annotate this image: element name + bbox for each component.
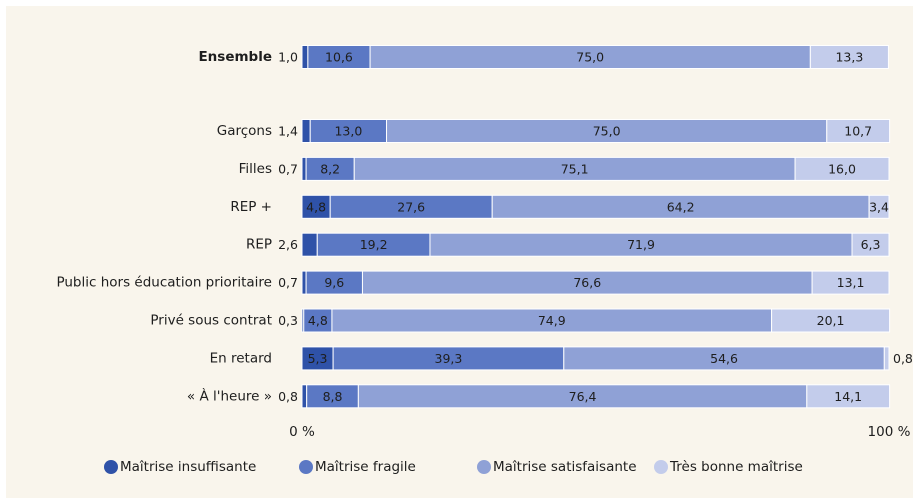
bar-segment [868,194,890,219]
value-label: 1,4 [278,124,298,139]
value-label: 39,3 [435,351,463,366]
category-label: Privé sous contrat [150,313,272,329]
value-label: 75,0 [576,50,604,65]
value-label: 54,6 [710,351,738,366]
bar-segment [301,384,308,409]
category-label: REP [246,237,272,253]
value-label: 14,1 [834,389,862,404]
bar-segment [826,119,891,143]
legend-label: Maîtrise satisfaisante [493,459,637,475]
value-label: 0,7 [278,161,298,176]
legend-marker [104,460,118,474]
bar-segment [301,232,318,257]
value-label: 6,3 [861,237,881,252]
x-tick-label: 0 % [289,424,315,440]
value-label: 8,8 [323,389,343,404]
category-label: REP + [230,199,272,215]
bar-segment [794,156,890,181]
value-label: 20,1 [817,313,845,328]
bar-segment [301,156,307,181]
legend-label: Très bonne maîtrise [669,459,803,475]
value-label: 10,7 [844,124,872,139]
category-label: Garçons [217,123,272,139]
value-label: 9,6 [324,275,344,290]
value-label: 4,8 [306,199,326,214]
category-label: Filles [239,161,272,177]
legend-label: Maîtrise fragile [315,459,416,475]
value-label: 75,0 [593,124,621,139]
legend-label: Maîtrise insuffisante [120,459,256,475]
value-label: 71,9 [627,237,655,252]
bar-segment [811,270,890,295]
category-label: En retard [210,350,272,366]
value-label: 27,6 [397,199,425,214]
bar-segment [809,45,889,69]
value-label: 13,3 [835,50,863,65]
value-label: 76,4 [569,389,597,404]
value-label: 0,3 [278,313,298,328]
value-label: 64,2 [667,199,695,214]
legend-marker [477,460,491,474]
value-label: 16,0 [828,161,856,176]
value-label: 8,2 [320,161,340,176]
legend-marker [654,460,668,474]
value-label: 0,8 [893,351,913,366]
x-tick-label: 100 % [868,424,911,440]
value-label: 0,7 [278,275,298,290]
value-label: 5,3 [308,351,328,366]
value-label: 75,1 [561,161,589,176]
value-label: 10,6 [325,50,353,65]
bar-segment [883,346,890,371]
value-label: 1,0 [278,50,298,65]
bar-segment [771,308,891,333]
value-label: 19,2 [360,237,388,252]
bar-segment [806,384,891,409]
category-label: « À l'heure » [187,387,272,404]
bar-segment [851,232,890,257]
value-label: 13,0 [334,124,362,139]
value-label: 3,4 [869,199,889,214]
value-label: 4,8 [308,313,328,328]
value-label: 2,6 [278,237,298,252]
category-label: Public hors éducation prioritaire [56,275,272,291]
value-label: 13,1 [837,275,865,290]
value-label: 0,8 [278,389,298,404]
bar-segment [301,270,307,295]
bar-segment [301,45,309,69]
category-label: Ensemble [198,49,272,65]
value-label: 76,6 [573,275,601,290]
bar-segment [301,119,311,143]
value-label: 74,9 [538,313,566,328]
legend-marker [299,460,313,474]
